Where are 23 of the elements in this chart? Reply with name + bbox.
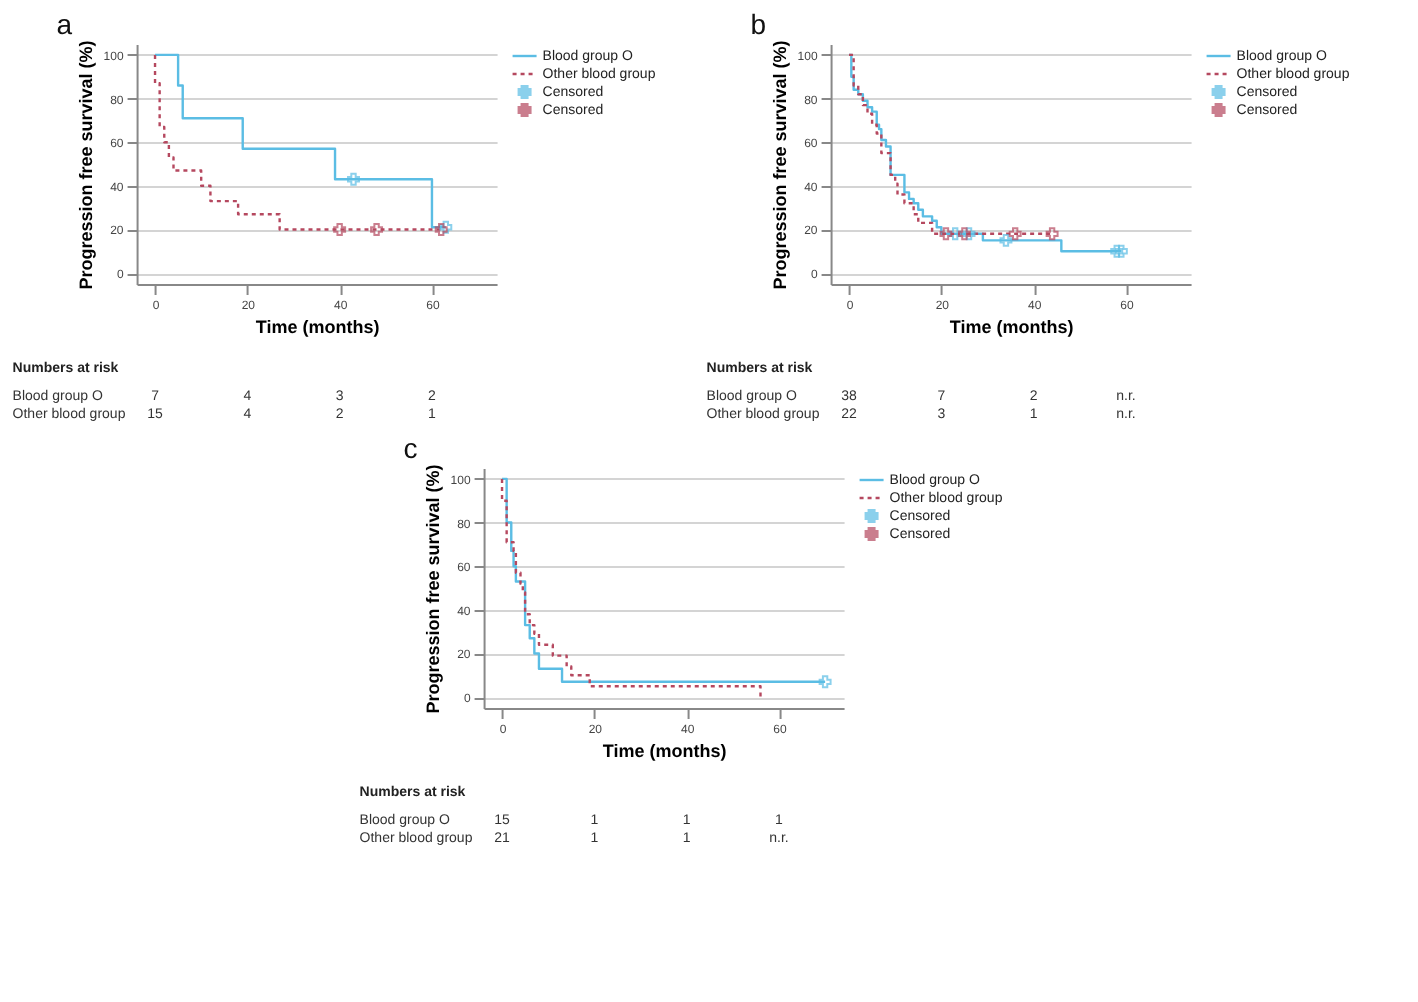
point [1114, 244, 1128, 258]
point [1008, 227, 1022, 241]
point [1110, 244, 1124, 258]
x-axis-title: Time (months) [949, 317, 1074, 337]
point [999, 233, 1013, 247]
point [434, 222, 448, 236]
x-axis-title: Time (months) [602, 741, 727, 761]
point [439, 220, 453, 234]
point [957, 227, 971, 241]
chart-title: c [403, 432, 418, 464]
point [939, 227, 953, 241]
chart-title: b [750, 8, 767, 40]
point [333, 222, 347, 236]
point [370, 222, 384, 236]
y-axis-title: Progression free survival (%) [769, 40, 790, 290]
y-axis-title: Progression free survival (%) [422, 464, 443, 714]
x-axis-title: Time (months) [255, 317, 380, 337]
point [1045, 227, 1059, 241]
y-axis-title: Progression free survival (%) [75, 40, 96, 290]
point [962, 227, 976, 241]
chart-title: a [56, 8, 73, 40]
point [948, 227, 962, 241]
point [347, 172, 360, 186]
